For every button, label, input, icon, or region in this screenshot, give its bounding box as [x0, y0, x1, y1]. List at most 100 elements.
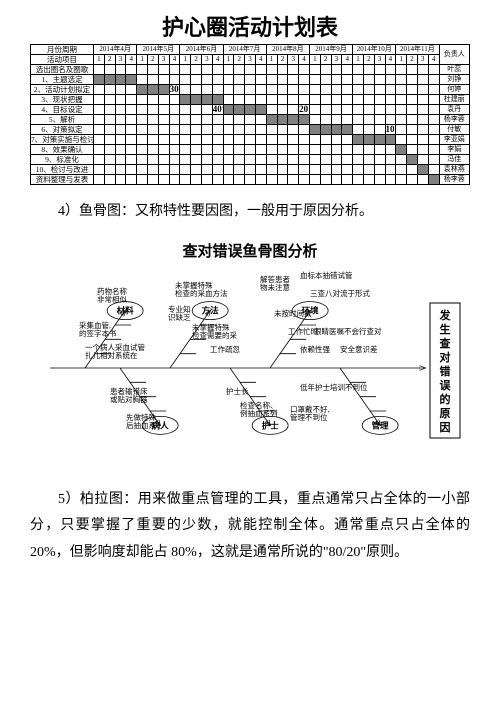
grid-cell [407, 165, 418, 175]
svg-text:查: 查 [440, 336, 451, 350]
grid-cell [115, 105, 126, 115]
grid-cell [147, 175, 158, 185]
grid-cell [191, 65, 202, 75]
grid-cell [428, 175, 439, 185]
grid-cell [245, 105, 256, 115]
activity-row-label: 8、效果确认 [31, 145, 94, 155]
grid-cell: 10% [385, 125, 396, 135]
grid-cell [191, 125, 202, 135]
grid-cell [363, 95, 374, 105]
grid-cell [417, 165, 428, 175]
grid-cell [353, 65, 364, 75]
grid-cell [169, 155, 180, 165]
grid-cell [299, 85, 310, 95]
grid-cell [407, 135, 418, 145]
svg-text:发: 发 [439, 308, 452, 322]
grid-cell [201, 105, 212, 115]
grid-cell [374, 165, 385, 175]
grid-cell [266, 165, 277, 175]
header-month-label: 月份周期 [31, 45, 94, 55]
grid-cell [137, 135, 148, 145]
grid-cell [331, 115, 342, 125]
grid-cell [396, 135, 407, 145]
grid-cell [169, 75, 180, 85]
owner-cell: 刘铮 [439, 75, 470, 85]
grid-cell [385, 85, 396, 95]
grid-cell [180, 145, 191, 155]
grid-cell [374, 135, 385, 145]
grid-cell [137, 105, 148, 115]
grid-cell [342, 95, 353, 105]
grid-cell [158, 115, 169, 125]
grid-cell [385, 115, 396, 125]
svg-text:方法: 方法 [202, 305, 220, 315]
grid-cell [191, 95, 202, 105]
grid-cell [158, 135, 169, 145]
grid-cell [374, 115, 385, 125]
grid-cell [255, 155, 266, 165]
activity-row-label: 2、活动计划拟定 [31, 85, 94, 95]
grid-cell [115, 135, 126, 145]
grid-cell [201, 175, 212, 185]
grid-cell [94, 105, 105, 115]
activity-row-label: 5、解析 [31, 115, 94, 125]
svg-text:生: 生 [440, 322, 451, 336]
grid-cell [288, 105, 299, 115]
grid-cell [147, 165, 158, 175]
grid-cell [104, 165, 115, 175]
grid-cell [201, 165, 212, 175]
grid-cell [212, 155, 223, 165]
grid-cell [342, 75, 353, 85]
svg-text:检查的采血方法: 检查的采血方法 [175, 288, 228, 298]
svg-text:或贴对胸器: 或贴对胸器 [110, 394, 148, 404]
grid-cell [407, 95, 418, 105]
grid-cell [245, 85, 256, 95]
grid-cell [396, 85, 407, 95]
grid-cell [288, 85, 299, 95]
grid-cell [417, 135, 428, 145]
grid-cell [126, 105, 137, 115]
grid-cell [94, 125, 105, 135]
grid-cell [180, 95, 191, 105]
grid-cell [223, 145, 234, 155]
grid-cell [320, 95, 331, 105]
grid-cell [255, 135, 266, 145]
grid-cell [137, 145, 148, 155]
owner-cell: 杨李蓉 [439, 175, 470, 185]
grid-cell [137, 125, 148, 135]
grid-cell [212, 75, 223, 85]
owner-header: 负责人 [439, 45, 470, 65]
grid-cell [266, 125, 277, 135]
activity-row-label: 6、对策拟定 [31, 125, 94, 135]
grid-cell [385, 105, 396, 115]
grid-cell [212, 135, 223, 145]
grid-cell [363, 115, 374, 125]
grid-cell [212, 165, 223, 175]
svg-text:识缺乏: 识缺乏 [168, 312, 191, 322]
grid-cell [115, 125, 126, 135]
grid-cell [363, 155, 374, 165]
grid-cell [169, 165, 180, 175]
grid-cell [288, 95, 299, 105]
grid-cell [331, 165, 342, 175]
activity-row-label: 7、对策实施与检讨 [31, 135, 94, 145]
grid-cell [191, 85, 202, 95]
grid-cell [212, 95, 223, 105]
week-header: 2 [363, 55, 374, 65]
grid-cell [353, 135, 364, 145]
grid-cell [126, 125, 137, 135]
grid-cell [407, 155, 418, 165]
grid-cell [331, 75, 342, 85]
grid-cell [147, 155, 158, 165]
grid-cell [428, 165, 439, 175]
grid-cell [94, 175, 105, 185]
grid-cell [191, 115, 202, 125]
svg-text:三查八对流于形式: 三查八对流于形式 [310, 288, 370, 298]
grid-cell [374, 85, 385, 95]
grid-cell [320, 175, 331, 185]
grid-cell [245, 95, 256, 105]
grid-cell [407, 85, 418, 95]
grid-cell [115, 85, 126, 95]
svg-text:护士长: 护士长 [226, 386, 249, 396]
grid-cell [147, 85, 158, 95]
